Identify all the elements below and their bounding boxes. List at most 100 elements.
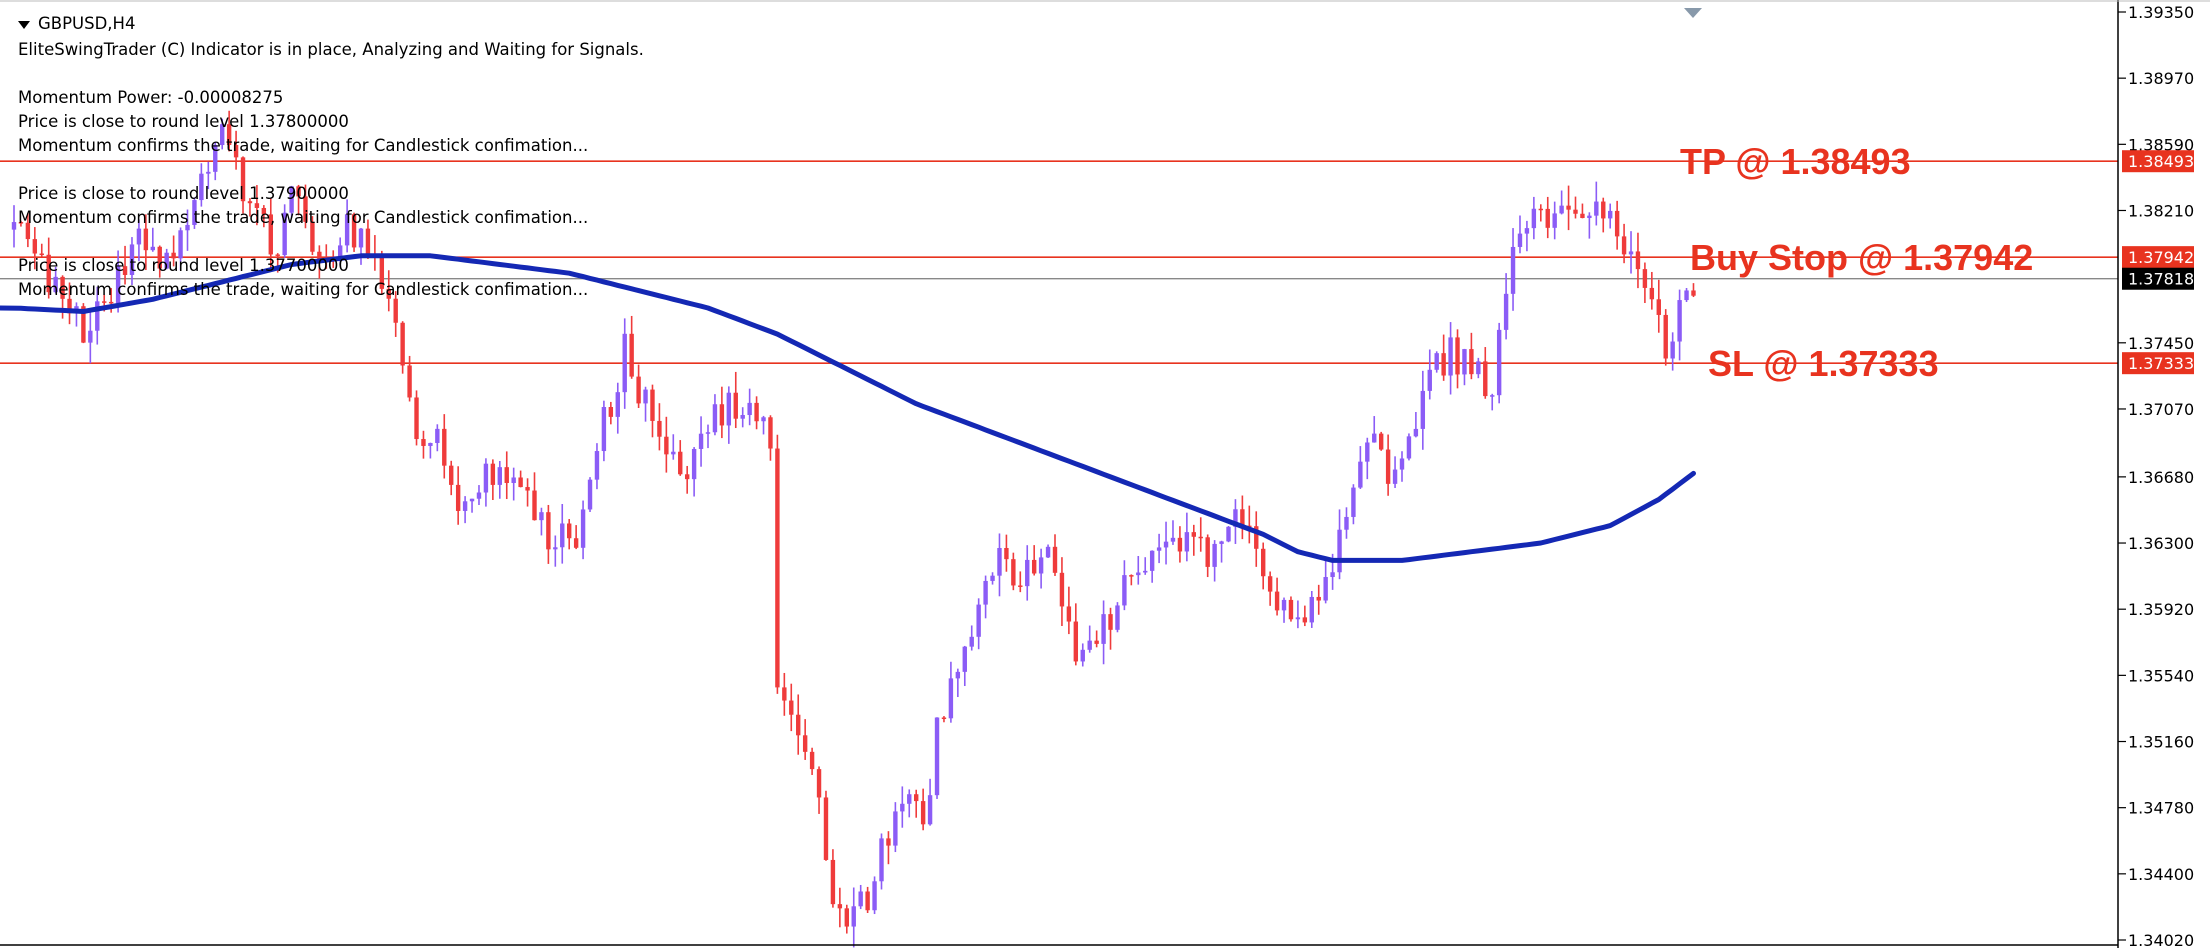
- candle-body: [650, 389, 655, 421]
- axis-tick-label: 1.36680: [2128, 468, 2194, 487]
- candle-body: [296, 186, 301, 197]
- candle-body: [351, 214, 357, 248]
- axis-tick-label: 1.38590: [2128, 135, 2194, 154]
- axis-tick-label: 1.35540: [2128, 666, 2194, 685]
- candle-body: [81, 306, 86, 343]
- candle-body: [622, 333, 627, 393]
- candle-body: [213, 145, 218, 172]
- candle-body: [310, 221, 315, 252]
- candle-body: [1163, 541, 1169, 548]
- symbol-label[interactable]: GBPUSD,H4: [18, 14, 135, 33]
- candle-body: [442, 428, 447, 466]
- current-price-tag: [2122, 267, 2194, 290]
- candle-body: [1372, 433, 1377, 443]
- candle-body: [268, 214, 273, 255]
- candle-body: [580, 509, 586, 548]
- candle-body: [455, 484, 461, 511]
- candle-body: [1608, 210, 1613, 219]
- candle-body: [823, 797, 829, 860]
- candle-body: [594, 451, 600, 480]
- candle-body: [740, 415, 745, 419]
- candle-body: [643, 389, 648, 404]
- candle-body: [469, 498, 475, 502]
- candle-body: [941, 717, 947, 720]
- candle-body: [1066, 606, 1072, 622]
- candle-body: [983, 580, 988, 605]
- round-level-msg-3: Price is close to round level 1.37700000: [18, 256, 349, 275]
- collapse-triangle-icon[interactable]: [18, 20, 30, 29]
- axis-tick-label: 1.36300: [2128, 534, 2194, 553]
- candle-body: [816, 769, 822, 798]
- candle-body: [858, 891, 863, 907]
- axis-tick-label: 1.37070: [2128, 400, 2194, 419]
- candle-body: [1649, 287, 1655, 300]
- candle-body: [1198, 536, 1203, 539]
- candle-body: [1434, 353, 1439, 370]
- candle-body: [691, 448, 697, 480]
- candle-body: [1684, 290, 1689, 301]
- candle-body: [705, 432, 711, 434]
- candle-body: [449, 465, 454, 485]
- candle-body: [1330, 572, 1335, 578]
- candle-body: [1212, 543, 1217, 567]
- candle-body: [1510, 246, 1516, 294]
- candle-body: [1045, 546, 1051, 558]
- candle-body: [802, 735, 808, 752]
- candle-body: [185, 224, 190, 231]
- candle-body: [761, 417, 766, 422]
- candle-body: [893, 811, 898, 846]
- candle-body: [907, 794, 912, 804]
- candle-body: [1566, 205, 1571, 210]
- candle-body: [1455, 337, 1460, 375]
- candle-body: [1011, 559, 1016, 586]
- candle-body: [1122, 575, 1127, 606]
- candle-body: [1358, 461, 1363, 488]
- candle-body: [483, 463, 489, 493]
- round-level-msg-1: Price is close to round level 1.37800000: [18, 112, 349, 131]
- candle-body: [948, 678, 954, 719]
- candle-body: [546, 512, 551, 550]
- candle-body: [768, 417, 773, 449]
- candle-body: [1059, 572, 1065, 607]
- candle-body: [1587, 215, 1592, 219]
- candle-body: [1427, 369, 1432, 391]
- chart-shift-marker[interactable]: [1684, 8, 1702, 18]
- candle-body: [1524, 228, 1530, 234]
- price-tags: 1.38493 1.37942 1.37333 1.37818: [2122, 150, 2194, 375]
- candle-body: [726, 392, 732, 426]
- candle-body: [796, 714, 801, 736]
- tp-price-tag-label: 1.38493: [2128, 152, 2194, 171]
- candle-body: [712, 404, 718, 433]
- candle-body: [497, 467, 502, 485]
- buy-stop-price-tag-label: 1.37942: [2128, 248, 2194, 267]
- candle-body: [539, 512, 544, 521]
- candle-body: [143, 228, 149, 251]
- candle-body: [664, 436, 669, 455]
- candle-body: [358, 228, 364, 248]
- sl-price-tag-label: 1.37333: [2128, 354, 2194, 373]
- candle-body: [1004, 548, 1009, 560]
- candle-body: [914, 794, 919, 802]
- candles: [11, 110, 1696, 948]
- candle-body: [900, 803, 905, 812]
- candle-body: [1254, 526, 1259, 549]
- candle-body: [1149, 550, 1155, 571]
- candle-body: [1406, 436, 1412, 459]
- candle-body: [220, 124, 225, 146]
- candle-body: [698, 433, 704, 449]
- candle-body: [567, 523, 572, 539]
- candle-body: [108, 301, 114, 304]
- candle-body: [1080, 649, 1085, 662]
- moving-average-line: [0, 253, 1696, 563]
- candle-body: [1337, 529, 1342, 573]
- candle-body: [629, 333, 634, 377]
- candle-body: [1018, 585, 1023, 587]
- candle-body: [1247, 525, 1252, 528]
- candle-body: [67, 298, 72, 314]
- candle-body: [462, 501, 468, 511]
- candle-body: [1323, 577, 1328, 601]
- candle-body: [476, 492, 482, 499]
- candle-body: [1594, 201, 1599, 216]
- candle-body: [1191, 532, 1196, 537]
